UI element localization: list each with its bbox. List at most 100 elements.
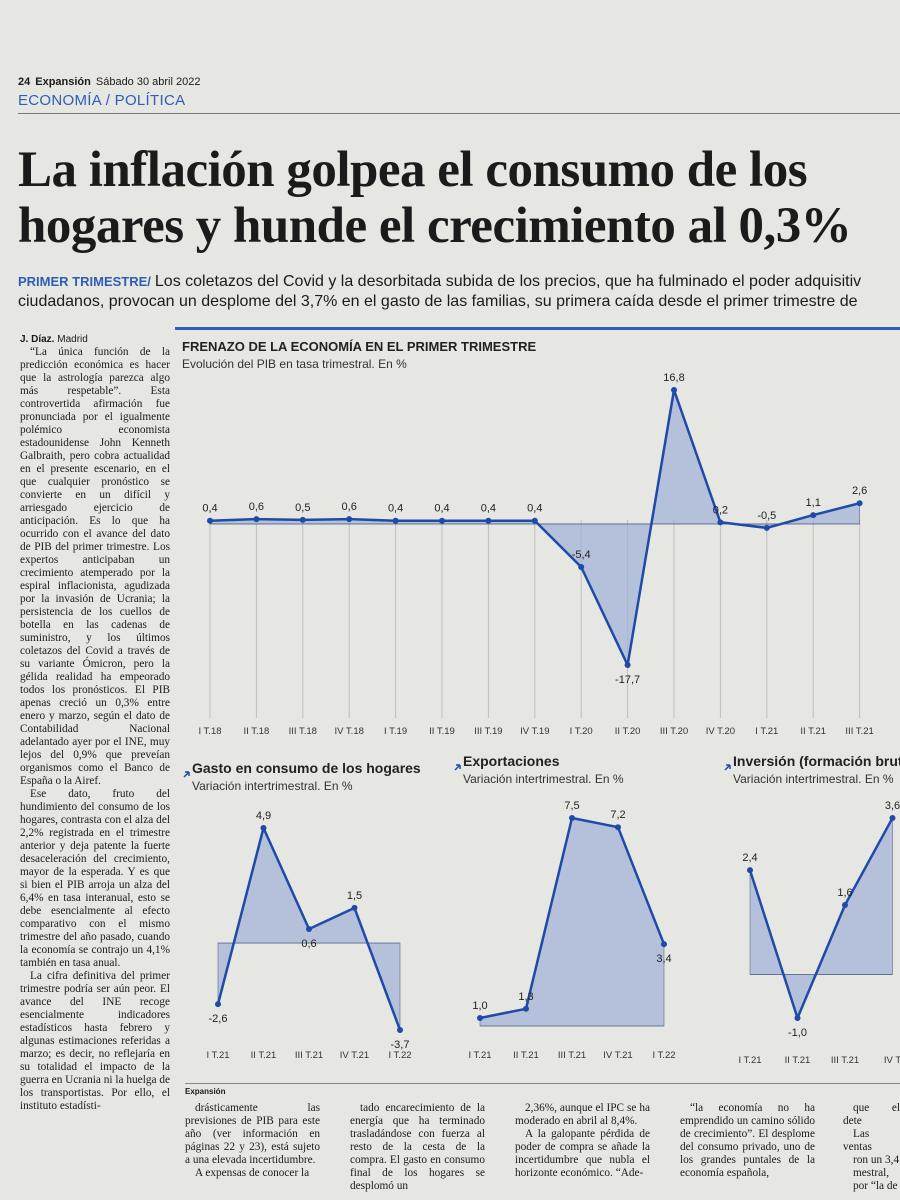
x-tick-label: I T.21 [206, 1050, 229, 1061]
value-label: -3,7 [391, 1039, 410, 1051]
chart-title: Exportaciones [463, 753, 560, 769]
value-label: 7,2 [610, 809, 625, 821]
paragraph: A la galopante pérdida de poder de compr… [515, 1128, 650, 1179]
value-label: 4,9 [256, 810, 271, 822]
chart-credit: Expansión [185, 1087, 226, 1096]
point [763, 524, 770, 531]
point [578, 563, 585, 570]
x-tick-label: I T.21 [755, 726, 778, 737]
point [661, 941, 667, 948]
value-label: 16,8 [663, 372, 684, 384]
point [346, 516, 353, 523]
chart-title: Inversión (formación bruta [733, 753, 900, 769]
chart-subtitle: Evolución del PIB en tasa trimestral. En… [182, 357, 407, 371]
text-column: “la economía no ha emprendido un camino … [680, 1102, 815, 1200]
headline-line: hogares y hunde el crecimiento al 0,3% [18, 198, 852, 254]
point [671, 387, 677, 393]
point [439, 517, 445, 524]
author: J. Díaz. [20, 334, 55, 345]
text-column: que el dete Las ventas ron un 3,4 mestral, p… [843, 1102, 900, 1200]
value-label: 3,6 [885, 800, 900, 812]
value-label: 1,1 [806, 497, 821, 509]
x-tick-label: II T.19 [429, 726, 455, 737]
chart-subtitle: Variación intertrimestral. En % [733, 772, 894, 786]
point [794, 1015, 801, 1021]
x-tick-label: II T.20 [615, 726, 641, 737]
x-tick-label: I T.22 [652, 1050, 675, 1061]
x-tick-label: III T.21 [845, 726, 873, 737]
point [889, 815, 896, 821]
x-tick-label: III T.18 [289, 726, 317, 737]
lede: PRIMER TRIMESTRE/Los coletazos del Covid… [18, 272, 861, 312]
headline-line: La inflación golpea el consumo de los [18, 142, 808, 198]
point [842, 901, 848, 908]
title-arrow [454, 764, 461, 771]
point [351, 904, 358, 911]
value-label: -1,0 [788, 1027, 807, 1039]
point [207, 517, 213, 524]
point [624, 662, 631, 668]
paper-name: Expansión [35, 76, 91, 88]
x-tick-label: II T.21 [513, 1050, 539, 1061]
value-label: -5,4 [572, 549, 591, 561]
point [215, 1001, 221, 1008]
value-label: 0,4 [202, 503, 217, 515]
value-label: 0,6 [301, 938, 316, 950]
x-tick-label: I T.21 [468, 1050, 491, 1061]
point [856, 500, 863, 507]
body-text: “La única función de la predicción econó… [20, 346, 170, 1200]
paragraph: drásticamente las previsiones de PIB par… [185, 1102, 320, 1166]
chart-title: FRENAZO DE LA ECONOMÍA EN EL PRIMER TRIM… [182, 339, 536, 354]
x-tick-label: I T.21 [738, 1055, 761, 1066]
paragraph: por “la de [853, 1180, 898, 1192]
text-column: drásticamente las previsiones de PIB par… [185, 1102, 320, 1200]
x-tick-label: IV T.21 [340, 1050, 369, 1061]
value-label: 0,2 [713, 504, 728, 516]
point [477, 1015, 483, 1021]
value-label: 3,4 [656, 953, 671, 965]
value-label: 7,5 [564, 800, 579, 812]
text-column: tado encarecimiento de la energía que ha… [350, 1102, 485, 1200]
value-label: 1,5 [347, 890, 362, 902]
rule [185, 1083, 900, 1084]
value-label: -2,6 [209, 1013, 228, 1025]
x-tick-label: I T.20 [570, 726, 593, 737]
x-tick-label: IV T [884, 1055, 900, 1066]
point [485, 517, 492, 524]
title-arrow [183, 771, 190, 778]
point [531, 517, 538, 524]
lede-line: Los coletazos del Covid y la desorbitada… [154, 273, 862, 290]
rule [18, 113, 900, 114]
value-label: 1,6 [837, 887, 852, 899]
point [717, 519, 724, 526]
point [306, 926, 312, 932]
x-tick-label: III T.21 [831, 1055, 859, 1066]
value-label: 0,5 [295, 502, 310, 514]
paragraph: mestral, [853, 1167, 890, 1179]
value-label: 1,0 [472, 1000, 487, 1012]
x-tick-label: IV T.20 [706, 726, 735, 737]
chart-subtitle: Variación intertrimestral. En % [192, 779, 353, 793]
date: Sábado 30 abril 2022 [95, 76, 201, 88]
point [260, 825, 267, 831]
value-label: -17,7 [615, 674, 640, 686]
paragraph: Las ventas [843, 1128, 872, 1153]
area [749, 817, 893, 1019]
x-tick-label: IV T.19 [520, 726, 549, 737]
paragraph: tado encarecimiento de la energía que ha… [350, 1102, 485, 1192]
point [397, 1027, 403, 1033]
x-tick-label: II T.18 [244, 726, 270, 737]
x-tick-label: I T.22 [388, 1050, 411, 1061]
value-label: 2,6 [852, 485, 867, 497]
x-tick-label: II T.21 [800, 726, 826, 737]
chart-subtitle: Variación intertrimestral. En % [463, 772, 624, 786]
point [253, 516, 260, 523]
paragraph: 2,36%, aunque el IPC se ha moderado en a… [515, 1102, 650, 1127]
value-label: 1,3 [518, 991, 533, 1003]
section: ECONOMÍA / POLÍTICA [18, 92, 186, 109]
line [748, 817, 894, 1020]
chart-title: Gasto en consumo de los hogares [192, 760, 421, 776]
chart-rule [175, 327, 900, 330]
